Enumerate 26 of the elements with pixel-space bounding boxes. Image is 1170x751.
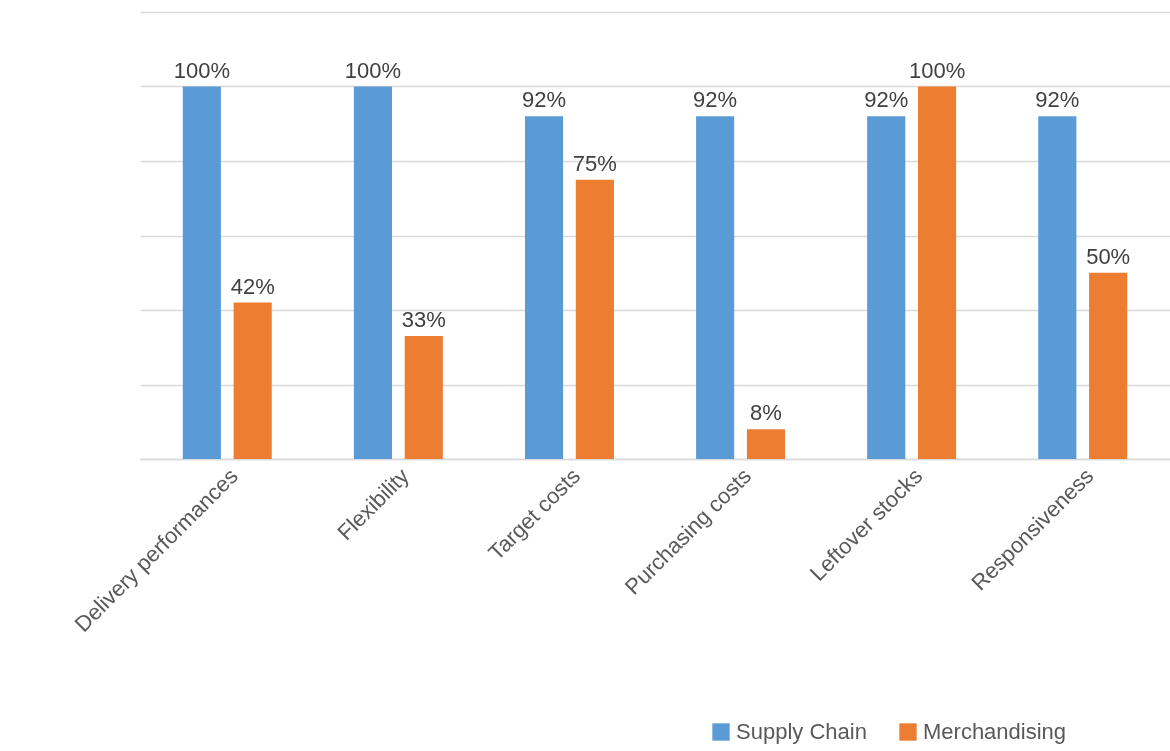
data-label: 100% (908, 57, 966, 83)
data-label: 50% (1086, 243, 1131, 269)
bar (746, 429, 786, 459)
bar (575, 179, 614, 459)
data-label: 92% (864, 87, 909, 113)
bar (918, 86, 957, 459)
data-label: 100% (173, 57, 230, 83)
data-label: 92% (693, 87, 738, 113)
bar (1089, 272, 1128, 459)
legend-label: Supply Chain (736, 719, 867, 744)
bar (524, 116, 564, 459)
bar (1038, 116, 1077, 459)
data-label: 92% (522, 87, 567, 113)
data-label: 8% (750, 400, 782, 426)
bar (696, 116, 735, 459)
legend-label: Merchandising (923, 719, 1067, 744)
bar (404, 336, 443, 459)
bar (867, 116, 906, 459)
bar (182, 86, 221, 459)
data-label: 100% (344, 57, 402, 83)
data-label: 42% (230, 273, 275, 299)
bar (233, 302, 272, 459)
data-label: 75% (572, 150, 617, 176)
bar (353, 86, 392, 459)
data-label: 92% (1035, 87, 1080, 113)
data-label: 33% (401, 307, 446, 333)
